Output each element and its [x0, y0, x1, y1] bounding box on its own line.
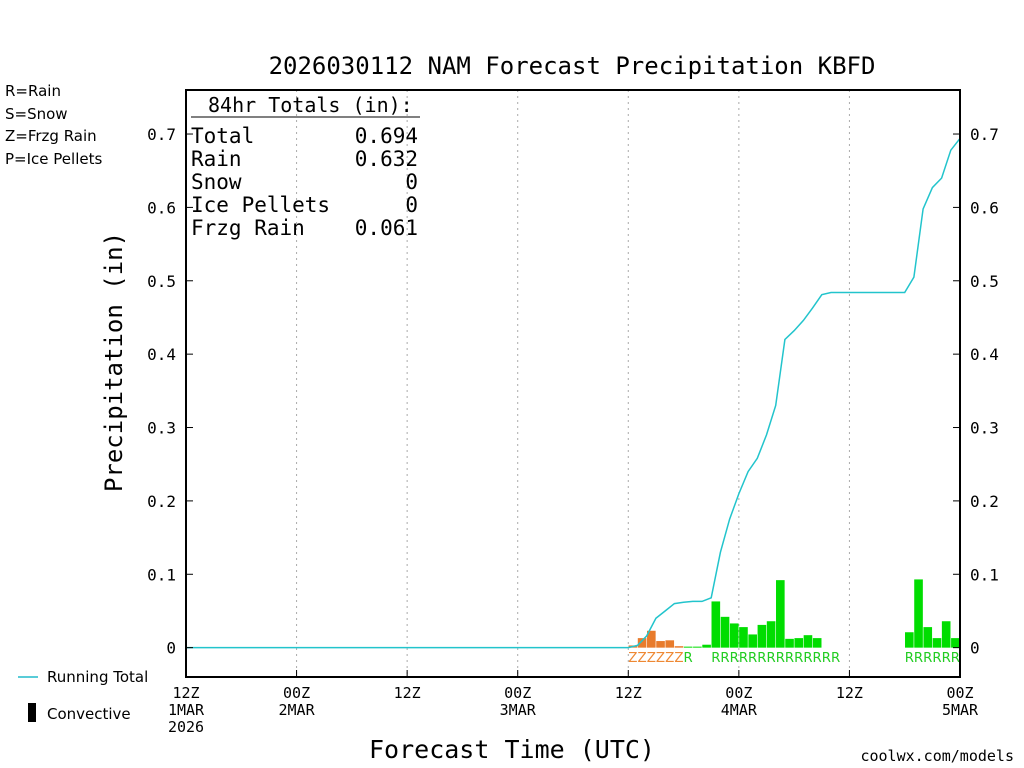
rain-bar	[785, 638, 794, 648]
convective-legend-swatch	[28, 703, 36, 722]
x-tick-label: 00Z	[283, 684, 310, 702]
totals-label-ice-pellets: Ice Pellets	[191, 193, 330, 217]
rain-bar	[702, 644, 711, 648]
totals-value-frzg-rain: 0.061	[355, 216, 418, 240]
legend-ice-pellets: P=Ice Pellets	[5, 150, 102, 168]
y-tick-label-right: 0.5	[970, 272, 999, 291]
rain-bar	[951, 638, 960, 648]
x-tick-label: 2MAR	[279, 701, 316, 719]
rain-bar	[776, 580, 785, 648]
y-axis-ticks: 0 00.1 0.10.2 0.20.3 0.30.4 0.40.5 0.50.6 0.60.…	[147, 125, 999, 658]
y-tick-label: 0.5	[147, 272, 176, 291]
precip-type-label: RRRRRRRRRRRRRR	[711, 651, 840, 666]
y-axis-label: Precipitation (in)	[100, 232, 128, 492]
y-tick-label: 0.7	[147, 125, 176, 144]
totals-value-ice-pellets: 0	[405, 193, 418, 217]
rain-bar	[711, 601, 721, 648]
x-tick-label: 12Z	[172, 684, 199, 702]
rain-bar	[812, 638, 822, 648]
series-legend: Running Total Convective	[18, 668, 148, 723]
x-tick-label: 12Z	[836, 684, 863, 702]
rain-bar	[905, 632, 914, 648]
rain-bar	[757, 624, 767, 648]
totals-heading: 84hr Totals (in):	[208, 93, 413, 117]
totals-label-frzg-rain: Frzg Rain	[191, 216, 305, 240]
y-tick-label: 0.3	[147, 419, 176, 438]
x-tick-label: 2026	[168, 718, 204, 736]
rain-bar	[693, 646, 702, 648]
rain-bar	[932, 638, 942, 648]
frzg-rain-bar	[674, 646, 684, 648]
precip-type-labels: ZZZZZZ R RRRRRRRRRRRRRR RRRRRR	[628, 651, 960, 666]
rain-bar	[720, 616, 730, 648]
x-tick-label: 4MAR	[721, 701, 758, 719]
y-tick-label: 0	[166, 639, 176, 658]
chart-title: 2026030112 NAM Forecast Precipitation KB…	[269, 52, 876, 80]
y-tick-label-right: 0.4	[970, 345, 999, 364]
y-tick-label-right: 0.3	[970, 419, 999, 438]
rain-bar	[914, 579, 923, 648]
totals-box: 84hr Totals (in): Total 0.694 Rain 0.632…	[191, 93, 420, 240]
legend-frzg-rain: Z=Frzg Rain	[5, 127, 97, 145]
y-tick-label-right: 0.7	[970, 125, 999, 144]
totals-value-snow: 0	[405, 170, 418, 194]
totals-label-rain: Rain	[191, 147, 242, 171]
x-axis-label: Forecast Time (UTC)	[369, 735, 655, 764]
running-total-line	[186, 137, 961, 649]
totals-label-snow: Snow	[191, 170, 242, 194]
rain-bar	[941, 621, 951, 648]
grid-lines	[296, 90, 850, 677]
y-tick-label-right: 0.6	[970, 198, 999, 217]
y-tick-label: 0.4	[147, 345, 176, 364]
totals-label-total: Total	[191, 124, 254, 148]
rain-bar	[803, 635, 813, 648]
frzg-rain-bar	[656, 641, 665, 648]
rain-bar	[766, 621, 776, 648]
legend-snow: S=Snow	[5, 105, 68, 123]
rain-bar	[923, 627, 933, 648]
frzg-rain-bar	[647, 630, 656, 648]
y-tick-label-right: 0.1	[970, 565, 999, 584]
credit-text: coolwx.com/models	[860, 747, 1014, 765]
rain-bar	[748, 634, 757, 648]
precip-type-label: RRRRRR	[905, 651, 960, 666]
x-tick-label: 00Z	[504, 684, 531, 702]
precip-type-label: ZZZZZZ	[628, 651, 683, 666]
precip-bars	[628, 579, 960, 648]
rain-bar	[729, 623, 739, 648]
x-tick-label: 1MAR	[168, 701, 205, 719]
x-tick-label: 5MAR	[942, 701, 979, 719]
precip-type-label: R	[684, 651, 693, 666]
y-tick-label-right: 0	[970, 639, 980, 658]
x-tick-label: 3MAR	[500, 701, 537, 719]
rain-bar	[683, 646, 693, 648]
rain-bar	[739, 627, 748, 648]
precip-type-legend: R=Rain S=Snow Z=Frzg Rain P=Ice Pellets	[5, 82, 102, 168]
y-tick-label: 0.6	[147, 198, 176, 217]
rain-bar	[794, 638, 804, 648]
frzg-rain-bar	[637, 638, 647, 648]
x-tick-label: 00Z	[946, 684, 973, 702]
totals-value-rain: 0.632	[355, 147, 418, 171]
y-tick-label-right: 0.2	[970, 492, 999, 511]
convective-legend-label: Convective	[47, 705, 131, 723]
y-tick-label: 0.1	[147, 565, 176, 584]
y-tick-label: 0.2	[147, 492, 176, 511]
x-tick-label: 00Z	[725, 684, 752, 702]
frzg-rain-bar	[665, 640, 675, 648]
legend-rain: R=Rain	[5, 82, 61, 100]
running-total-legend-label: Running Total	[47, 668, 148, 686]
x-tick-label: 12Z	[394, 684, 421, 702]
plot-frame	[185, 89, 961, 678]
totals-value-total: 0.694	[355, 124, 418, 148]
x-tick-label: 12Z	[615, 684, 642, 702]
